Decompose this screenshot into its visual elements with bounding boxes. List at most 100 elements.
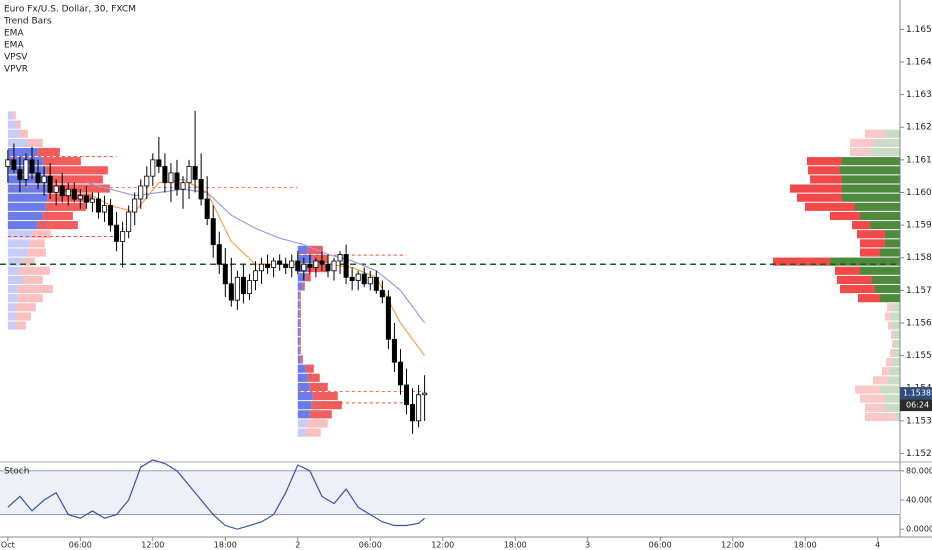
vpvr-up: [895, 339, 900, 348]
vpsv-down: [22, 275, 43, 284]
vpsv-down: [17, 284, 53, 294]
countdown-label: 06:24: [906, 401, 929, 410]
vpsv-up: [297, 391, 313, 401]
y-tick-label: 1.16200: [906, 123, 932, 133]
y-tick-label: 1.15700: [906, 286, 932, 296]
vpvr-down: [857, 230, 885, 239]
vpsv-up: [7, 211, 43, 221]
vpsv-down: [49, 184, 110, 193]
vpvr-up: [870, 221, 900, 230]
vpsv-up: [7, 248, 28, 257]
vpsv-up: [297, 300, 300, 309]
candle-body: [252, 270, 259, 281]
candle-body: [108, 205, 114, 226]
vpsv-up: [297, 382, 310, 391]
legend-item: VPSV: [4, 53, 28, 63]
candle-body: [240, 276, 246, 295]
vpsv-down: [299, 328, 301, 337]
vpvr-down: [888, 321, 892, 330]
vpvr-up: [880, 385, 900, 394]
vpsv-down: [312, 254, 328, 264]
vpvr-down: [807, 157, 842, 166]
vpsv-up: [297, 419, 308, 428]
vpsv-down: [15, 303, 36, 312]
y-tick-label: 1.16100: [906, 155, 932, 165]
candle-body: [343, 254, 349, 278]
candle-body: [422, 392, 428, 396]
candle-body: [325, 263, 331, 272]
vpsv-down: [27, 138, 43, 147]
vpvr-up: [885, 129, 900, 138]
vpsv-down: [305, 364, 314, 373]
vpsv-up: [297, 401, 312, 410]
candle-body: [385, 296, 391, 340]
vpvr-up: [892, 358, 900, 367]
candle-body: [198, 179, 204, 200]
vpvr-down: [892, 339, 895, 348]
candle-body: [59, 185, 65, 197]
vpvr-down: [891, 330, 894, 339]
candle-body: [35, 172, 41, 184]
vpsv-down: [299, 300, 301, 309]
x-tick-label: 12:00: [141, 541, 164, 550]
vpsv-up: [7, 111, 13, 120]
vpvr-up: [860, 266, 900, 275]
vpsv-up: [297, 364, 306, 373]
vpvr-down: [858, 294, 880, 303]
candle-body: [101, 205, 108, 213]
candle-body: [222, 263, 228, 285]
vpsv-down: [305, 273, 311, 282]
vpvr-up: [830, 257, 900, 266]
vpsv-up: [297, 318, 300, 328]
vpsv-down: [37, 147, 60, 157]
x-tick-label: 12:00: [431, 541, 454, 550]
stoch-band: [0, 470, 900, 515]
vpvr-up: [892, 321, 900, 330]
x-tick-label: 2: [295, 541, 300, 550]
candle-body: [138, 185, 144, 200]
vpvr-up: [885, 394, 900, 403]
last-price-label: 1.15385: [903, 389, 932, 398]
vpvr-down: [885, 312, 890, 321]
vpvr-down: [850, 138, 875, 147]
candle-body: [301, 263, 307, 272]
vpsv-up: [297, 355, 301, 364]
x-tick-label: 12:00: [721, 541, 744, 550]
y-tick-label: 1.15900: [906, 221, 932, 231]
vpvr-up: [880, 294, 900, 303]
vpvr-up: [890, 312, 900, 321]
candle-body: [289, 260, 295, 268]
vpvr-down: [808, 166, 840, 175]
candle-body: [313, 260, 319, 268]
vpsv-down: [45, 202, 86, 211]
vpvr-up: [892, 303, 900, 312]
vpvr-up: [895, 412, 900, 422]
candle-body: [168, 172, 174, 184]
candle-body: [349, 276, 355, 281]
pane-title: Stoch: [4, 467, 29, 477]
vpsv-down: [15, 321, 26, 330]
candle-body: [186, 165, 192, 184]
y-tick-label: 1.15200: [906, 449, 932, 459]
candle-body: [47, 175, 53, 193]
vpsv-up: [297, 328, 300, 337]
vpvr-down: [810, 175, 842, 184]
vpsv-up: [7, 129, 20, 138]
legend: Euro Fx/U.S. Dollar, 30, FXCM Trend Bars…: [3, 5, 136, 477]
vpsv-down: [42, 211, 73, 221]
vpvr-up: [842, 184, 900, 193]
y-tick-label: 80.0000: [906, 466, 932, 475]
x-tick-label: Oct: [1, 541, 15, 550]
vpsv-down: [307, 264, 328, 273]
legend-item: EMA: [4, 41, 24, 51]
vpsv-up: [7, 294, 18, 303]
vpvr-up: [885, 239, 900, 248]
vpvr-down: [852, 221, 870, 230]
candle-body: [295, 260, 301, 272]
y-tick-label: 1.15600: [906, 318, 932, 328]
candle-body: [77, 195, 83, 200]
candle-body: [283, 263, 289, 268]
y-tick-label: 40.0000: [906, 496, 932, 505]
y-tick-label: 1.16000: [906, 188, 932, 198]
